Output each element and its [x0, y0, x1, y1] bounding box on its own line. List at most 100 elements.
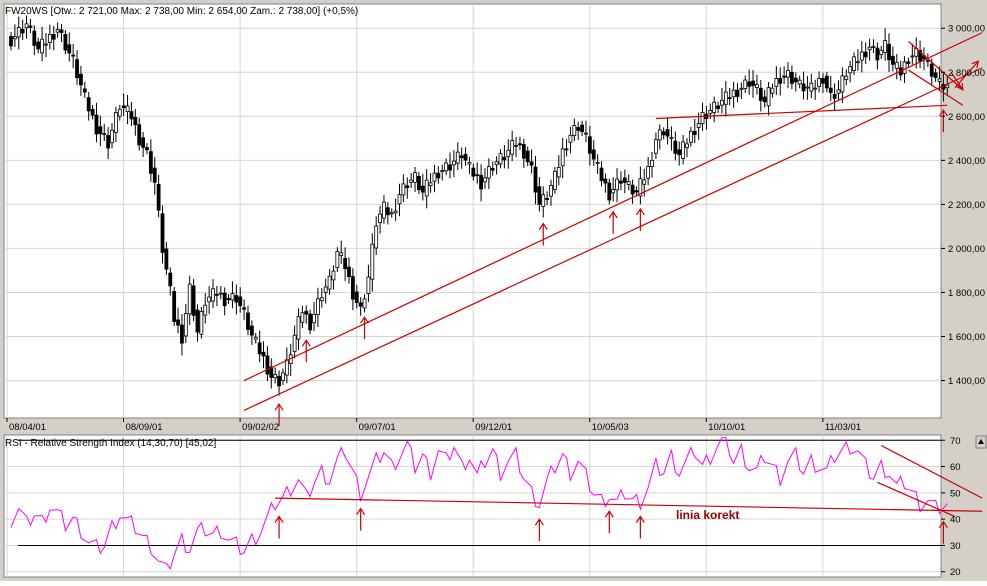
candle-body: [160, 213, 165, 253]
candle-body: [541, 194, 546, 207]
candle-body: [856, 61, 860, 64]
candle-body: [937, 78, 942, 82]
candle-body: [685, 143, 689, 148]
price-x-tick-label: 08/04/01: [9, 422, 46, 433]
candle-body: [875, 47, 880, 61]
candle-body: [436, 172, 441, 179]
candle-body: [692, 130, 697, 136]
candle-body: [117, 108, 122, 117]
candle-body: [747, 81, 752, 87]
price-x-tick-label: 11/03/01: [825, 422, 861, 433]
candle-body: [840, 75, 845, 93]
resize-arrow-icon: [978, 439, 984, 444]
candle-body: [183, 313, 188, 337]
candle-body: [626, 181, 631, 185]
candle-body: [770, 87, 775, 94]
candle-body: [708, 110, 713, 114]
price-x-tick-label: 09/02/02: [242, 422, 279, 433]
candle-body: [257, 342, 262, 355]
rsi-y-tick-label: 40: [950, 515, 961, 526]
candle-body: [145, 147, 149, 151]
candle-body: [572, 125, 577, 136]
candle-body: [401, 183, 406, 196]
candle-body: [514, 144, 518, 147]
candle-body: [152, 167, 157, 183]
rsi-support-arrow-head: [635, 515, 645, 523]
candle-body: [766, 87, 771, 107]
candle-body: [16, 27, 21, 38]
candle-body: [661, 131, 666, 136]
candle-body: [347, 266, 351, 278]
candle-body: [595, 162, 600, 164]
candle-body: [106, 135, 111, 149]
candle-body: [634, 190, 639, 193]
candle-body: [312, 313, 316, 324]
candle-body: [319, 297, 324, 302]
candle-body: [696, 123, 701, 128]
candle-body: [762, 96, 767, 103]
price-y-tick-label: 2 200,00: [948, 200, 985, 211]
candle-body: [564, 148, 569, 151]
rsi-plot-area[interactable]: [3, 434, 942, 578]
price-x-tick-label: 09/12/01: [475, 422, 512, 433]
price-y-tick-label: 1 600,00: [948, 332, 985, 343]
candle-body: [584, 132, 588, 135]
candle-body: [397, 194, 402, 205]
candle-body: [389, 212, 394, 215]
price-support-arrow-head: [538, 222, 548, 230]
rsi-line: [10, 437, 948, 570]
candle-body: [638, 178, 643, 197]
candle-body: [755, 84, 759, 88]
candle-body: [603, 178, 608, 184]
candle-body: [300, 312, 305, 323]
candle-body: [440, 170, 445, 172]
price-plot-area[interactable]: [3, 3, 942, 419]
candle-body: [467, 162, 472, 165]
candle-body: [32, 30, 37, 46]
price-x-tick-label: 09/07/01: [359, 422, 396, 433]
price-trendline: [243, 32, 983, 382]
candle-body: [743, 79, 748, 89]
candle-body: [611, 189, 616, 194]
candle-body: [720, 99, 724, 106]
candle-body: [805, 86, 810, 89]
candle-body: [813, 87, 818, 90]
candle-body: [619, 180, 623, 184]
candle-body: [887, 43, 891, 61]
price-y-axis: 1 400,00 1 600,00 1 800,00 2 000,00 2 200,00…: [941, 24, 985, 387]
candle-body: [40, 38, 44, 54]
candle-body: [409, 179, 414, 183]
price-direction-arrow-head: [956, 82, 964, 91]
candle-body: [630, 184, 635, 195]
candle-body: [308, 313, 313, 331]
candle-body: [786, 70, 790, 78]
candle-body: [863, 51, 868, 58]
candle-body: [700, 111, 705, 125]
candle-body: [735, 89, 740, 97]
candle-body: [556, 166, 561, 178]
candle-body: [121, 105, 126, 109]
price-y-tick-label: 2 000,00: [948, 244, 985, 255]
candle-body: [832, 93, 837, 99]
candle-body: [44, 43, 48, 46]
candle-body: [789, 71, 794, 84]
candle-body: [599, 167, 604, 182]
candle-body: [366, 276, 371, 294]
candle-body: [459, 155, 464, 159]
candle-body: [327, 275, 332, 290]
candle-body: [549, 185, 553, 197]
candle-body: [607, 182, 612, 201]
price-trendline: [908, 40, 964, 91]
rsi-trendline: [880, 444, 983, 499]
candle-body: [292, 334, 297, 352]
candle-body: [681, 141, 686, 159]
candle-body: [821, 78, 825, 84]
candle-body: [428, 182, 433, 187]
price-candles: [9, 15, 950, 396]
candle-body: [90, 108, 95, 116]
candle-body: [98, 126, 103, 135]
candle-body: [751, 80, 755, 86]
price-support-arrow-head: [301, 339, 311, 347]
candle-body: [925, 59, 930, 62]
candle-body: [230, 293, 235, 301]
